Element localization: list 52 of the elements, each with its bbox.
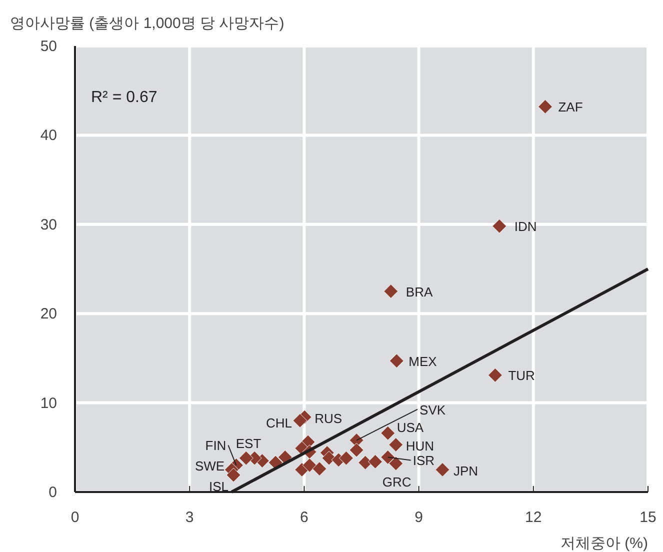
- point: [388, 456, 404, 471]
- annotation: SVK: [420, 402, 446, 418]
- annotation: HUN: [406, 438, 434, 454]
- x-tick-label: 12: [525, 509, 542, 526]
- y-tick-label: 30: [40, 216, 57, 234]
- point: [302, 458, 317, 472]
- annotation: USA: [396, 420, 424, 436]
- y-tick-label: 40: [40, 127, 57, 144]
- x-tick-label: 3: [185, 509, 194, 526]
- point: [368, 454, 382, 469]
- point: [349, 442, 364, 458]
- point: [488, 368, 502, 382]
- point: [388, 437, 404, 452]
- annotation: TUR: [508, 368, 535, 384]
- point: [322, 450, 336, 466]
- point: [312, 462, 327, 476]
- point: [389, 354, 404, 368]
- annotation: JPN: [453, 464, 478, 479]
- annotation: IDN: [514, 219, 537, 234]
- annotation: ISL: [209, 479, 229, 494]
- annotation: R² = 0.67: [91, 89, 158, 106]
- annotation: SWE: [194, 458, 225, 474]
- annotation: GRC: [382, 474, 412, 490]
- point: [226, 468, 241, 482]
- annotation: RUS: [314, 411, 342, 426]
- annotation: FIN: [205, 438, 226, 454]
- point: [380, 426, 396, 440]
- annotation: EST: [236, 436, 262, 452]
- point: [238, 450, 254, 466]
- point: [384, 284, 398, 299]
- annotation: ISR: [412, 453, 435, 468]
- x-tick-label: 9: [414, 509, 423, 526]
- y-tick-label: 10: [40, 394, 57, 412]
- y-tick-label: 50: [40, 38, 57, 55]
- x-tick-label: 15: [640, 509, 656, 526]
- x-axis-title: 저체중아 (%): [560, 535, 648, 552]
- point: [538, 99, 552, 114]
- point: [292, 413, 308, 428]
- point: [492, 218, 507, 234]
- y-tick-label: 0: [48, 484, 57, 501]
- point: [278, 450, 292, 464]
- x-tick-label: 6: [300, 509, 308, 526]
- annotation: CHL: [266, 416, 292, 431]
- point: [338, 450, 354, 466]
- annotation: BRA: [406, 284, 433, 300]
- annotation: MEX: [408, 354, 438, 369]
- annotation: ZAF: [558, 100, 583, 115]
- y-axis-title: 영아사망률 (출생아 1,000명 당 사망자수): [10, 15, 284, 32]
- x-tick-label: 0: [70, 509, 80, 526]
- point: [435, 462, 450, 477]
- y-tick-label: 20: [40, 306, 57, 323]
- point: [380, 450, 396, 464]
